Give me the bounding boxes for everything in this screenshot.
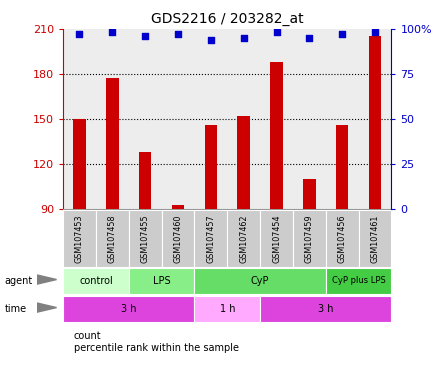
Bar bbox=[106, 78, 118, 209]
Bar bbox=[293, 29, 325, 209]
Bar bbox=[194, 296, 260, 322]
Bar bbox=[194, 29, 227, 209]
Text: percentile rank within the sample: percentile rank within the sample bbox=[74, 343, 238, 353]
Text: 1 h: 1 h bbox=[219, 304, 234, 314]
Text: time: time bbox=[4, 304, 26, 314]
Point bbox=[207, 36, 214, 43]
Point bbox=[240, 35, 247, 41]
Bar bbox=[260, 29, 292, 209]
Bar bbox=[95, 29, 128, 209]
Text: 3 h: 3 h bbox=[317, 304, 333, 314]
Bar bbox=[95, 210, 128, 267]
Text: CyP plus LPS: CyP plus LPS bbox=[331, 276, 385, 285]
Text: LPS: LPS bbox=[152, 276, 170, 286]
Bar bbox=[63, 268, 128, 294]
Text: agent: agent bbox=[4, 276, 33, 286]
Text: GSM107453: GSM107453 bbox=[75, 214, 84, 263]
Bar bbox=[325, 268, 391, 294]
Point bbox=[305, 35, 312, 41]
Bar bbox=[335, 125, 348, 209]
Title: GDS2216 / 203282_at: GDS2216 / 203282_at bbox=[151, 12, 303, 26]
Text: GSM107455: GSM107455 bbox=[140, 214, 149, 263]
Bar bbox=[128, 29, 161, 209]
Bar bbox=[358, 29, 391, 209]
Bar bbox=[358, 210, 391, 267]
Point bbox=[174, 31, 181, 37]
Bar bbox=[128, 268, 194, 294]
Bar bbox=[204, 125, 217, 209]
Polygon shape bbox=[37, 275, 56, 284]
Text: GSM107462: GSM107462 bbox=[239, 214, 248, 263]
Bar bbox=[194, 268, 325, 294]
Bar bbox=[260, 210, 292, 267]
Bar bbox=[73, 119, 85, 209]
Bar bbox=[293, 210, 325, 267]
Point bbox=[338, 31, 345, 37]
Text: control: control bbox=[79, 276, 112, 286]
Bar bbox=[270, 62, 282, 209]
Point bbox=[273, 29, 279, 35]
Text: GSM107458: GSM107458 bbox=[108, 214, 117, 263]
Point bbox=[141, 33, 148, 39]
Bar bbox=[128, 210, 161, 267]
Bar bbox=[302, 179, 315, 209]
Point bbox=[108, 29, 115, 35]
Point bbox=[371, 29, 378, 35]
Bar bbox=[63, 29, 95, 209]
Bar bbox=[227, 29, 260, 209]
Bar bbox=[194, 210, 227, 267]
Text: GSM107454: GSM107454 bbox=[271, 214, 280, 263]
Bar bbox=[325, 29, 358, 209]
Bar bbox=[260, 296, 391, 322]
Bar bbox=[237, 116, 250, 209]
Text: 3 h: 3 h bbox=[121, 304, 136, 314]
Bar bbox=[227, 210, 260, 267]
Bar bbox=[171, 205, 184, 209]
Bar bbox=[138, 152, 151, 209]
Text: GSM107459: GSM107459 bbox=[304, 214, 313, 263]
Polygon shape bbox=[37, 303, 56, 312]
Text: GSM107457: GSM107457 bbox=[206, 214, 215, 263]
Text: count: count bbox=[74, 331, 102, 341]
Text: CyP: CyP bbox=[250, 276, 269, 286]
Bar bbox=[161, 210, 194, 267]
Bar bbox=[325, 210, 358, 267]
Text: GSM107460: GSM107460 bbox=[173, 214, 182, 263]
Bar bbox=[63, 210, 95, 267]
Text: GSM107456: GSM107456 bbox=[337, 214, 346, 263]
Bar bbox=[368, 36, 381, 209]
Bar bbox=[63, 296, 194, 322]
Point bbox=[76, 31, 83, 37]
Bar bbox=[161, 29, 194, 209]
Text: GSM107461: GSM107461 bbox=[370, 214, 379, 263]
